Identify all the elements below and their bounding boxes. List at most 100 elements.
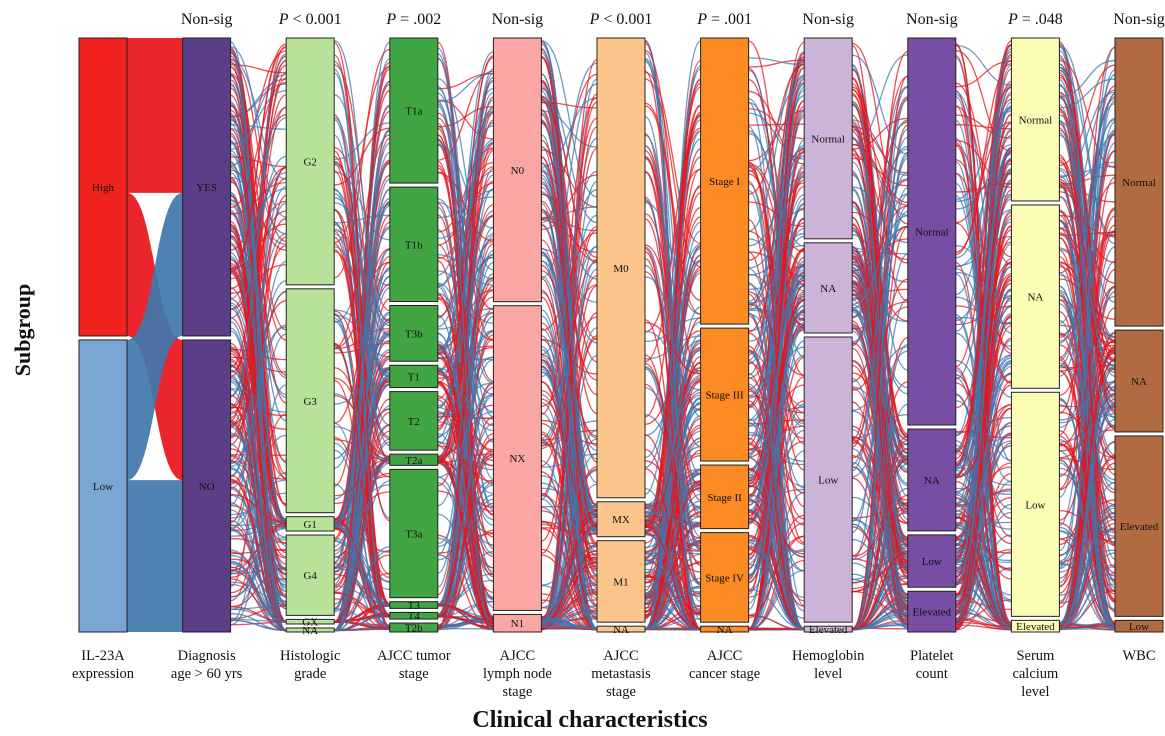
segment-label: N1 (511, 618, 524, 630)
flow-line (852, 428, 908, 611)
flow-line (437, 170, 494, 287)
flow-line (955, 182, 1012, 193)
flow-line (748, 75, 805, 361)
flow-line (955, 44, 1012, 86)
axis-label: Histologic (280, 648, 340, 664)
flow-line (644, 230, 701, 610)
flow-line (748, 95, 805, 376)
flow-line (437, 481, 494, 631)
segment-bar (596, 37, 646, 499)
flow-line (851, 157, 909, 630)
segment-bar (182, 339, 232, 633)
flow-line (230, 47, 287, 270)
flow-line (852, 129, 908, 204)
segment-bar (389, 622, 439, 633)
flow-line (541, 275, 598, 555)
flow-line (541, 452, 598, 626)
flow-line (333, 117, 391, 447)
flow-line (334, 566, 390, 607)
flow-line (1059, 157, 1116, 398)
flow-line (955, 105, 1012, 258)
axis-label: calcium (1012, 666, 1059, 682)
flow-line (644, 587, 701, 630)
flow-line (644, 134, 701, 476)
flow-line (541, 252, 598, 532)
axis-label: Serum (1016, 648, 1055, 664)
segment-label: Stage IV (705, 572, 744, 584)
flow-line (230, 529, 287, 623)
flow-line (230, 578, 287, 632)
flow-line (541, 527, 598, 535)
flow-line (1058, 83, 1116, 627)
flow-line (1059, 69, 1116, 569)
segment-bar (1114, 329, 1164, 433)
flow-line (852, 186, 908, 244)
flow-line (852, 153, 908, 264)
flow-line (541, 523, 598, 545)
flow-line (851, 377, 909, 608)
flow-line (230, 53, 287, 397)
flow-line (1059, 367, 1116, 630)
flow-line (955, 139, 1012, 189)
flow-line (541, 258, 598, 625)
flow-line (644, 349, 701, 559)
flow-line (437, 382, 494, 569)
flow-line (230, 381, 287, 631)
flow-line (334, 233, 390, 438)
flow-line (230, 605, 287, 620)
segment-bar (1010, 37, 1060, 202)
flow-line (334, 367, 390, 478)
p-value-label: Non-sig (492, 11, 544, 28)
flow-line (1059, 503, 1116, 630)
p-value-label: P < 0.001 (278, 11, 342, 28)
flow-line (541, 316, 598, 450)
flow-line (334, 214, 390, 224)
flow-line (334, 527, 390, 631)
flow-line (748, 176, 805, 247)
flow-line (437, 110, 494, 276)
flow-line (644, 71, 701, 244)
flow-line (541, 419, 598, 445)
flow-line (955, 404, 1012, 479)
axis-label: AJCC (603, 648, 638, 664)
flow-line (333, 48, 391, 279)
segment-bar (389, 453, 439, 466)
axis-label: stage (503, 684, 533, 700)
flow-line (748, 203, 805, 577)
flow-layer (127, 38, 1116, 632)
flow-line (852, 507, 908, 519)
flow-line (1059, 339, 1116, 521)
flow-line (334, 309, 390, 343)
segment-bar (700, 532, 750, 623)
flow-band-high-yes (127, 38, 183, 193)
flow-line (748, 309, 805, 583)
axis-label: grade (294, 666, 326, 682)
axis-label: level (1021, 684, 1049, 700)
flow-line (437, 76, 494, 630)
segment-label: NO (199, 481, 215, 493)
segment-bar (596, 625, 646, 633)
flow-line (955, 517, 1012, 570)
flow-line (334, 411, 390, 623)
segment-label: Normal (915, 227, 949, 239)
flow-line (1059, 530, 1116, 629)
flow-line (437, 349, 494, 526)
flow-line (748, 60, 805, 232)
flow-line (955, 122, 1012, 454)
flow-line (334, 134, 390, 350)
flow-line (333, 42, 391, 605)
segment-label: T3a (405, 529, 422, 541)
flow-line (748, 201, 805, 228)
segment-label: NA (717, 624, 733, 636)
flow-line (955, 266, 1012, 467)
flow-line (230, 81, 287, 209)
flow-line (1059, 214, 1116, 237)
segment-label: M0 (613, 263, 629, 275)
flow-line (644, 526, 701, 630)
flow-line (644, 473, 701, 631)
flow-line (852, 294, 908, 323)
segment-label: T3 (408, 600, 421, 612)
segment-label: Stage I (709, 176, 740, 188)
flow-line (1059, 181, 1116, 353)
flow-line (1059, 430, 1116, 629)
